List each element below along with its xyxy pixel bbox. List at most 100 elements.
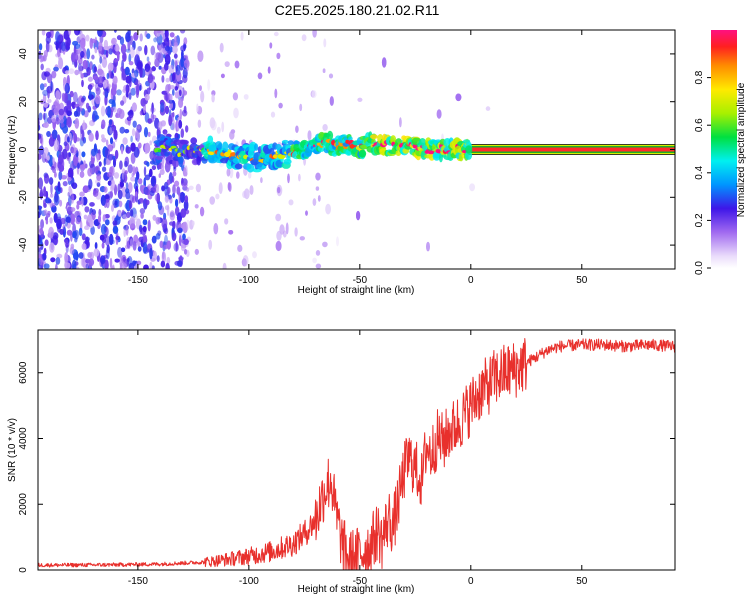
heatmap-cell [287,173,290,184]
heatmap-cell [79,137,85,147]
heatmap-cell [39,189,43,200]
heatmap-cell [119,181,124,188]
heatmap-cell [269,42,273,49]
heatmap-cell [305,210,308,216]
heatmap-cell [130,152,136,164]
heatmap-cell [196,155,201,166]
heatmap-cell [275,213,282,222]
heatmap-cell [67,177,72,182]
heatmap-cell [97,30,103,37]
heatmap-cell [130,142,136,152]
heatmap-cell [58,108,65,116]
heatmap-cell [151,235,157,244]
heatmap-cell [88,178,93,190]
heatmap-cell [172,171,177,177]
heatmap-cell [63,141,68,147]
heatmap-cell [242,190,247,199]
heatmap-cell [45,40,50,53]
heatmap-cell [295,125,299,133]
heatmap-cell [105,87,109,92]
heatmap-cell [80,125,83,134]
heatmap-cell [174,86,178,91]
heatmap-cell [122,52,127,62]
heatmap-cell [142,219,148,226]
heatmap-cell [120,100,125,106]
heatmap-cell [180,191,185,203]
heatmap-cell [307,130,312,141]
heatmap-cell [132,120,137,128]
heatmap-cell [109,127,113,135]
heatmap-cell [328,73,334,79]
y-tick-label: 2000 [18,493,29,516]
heatmap-cell [184,249,188,255]
heatmap-cell [128,92,132,100]
ridge-band-core [459,147,675,152]
heatmap-cell [125,188,130,194]
heatmap-cell [82,72,89,78]
heatmap-cell [139,110,143,116]
heatmap-cell [117,246,123,258]
heatmap-cell [50,183,53,195]
heatmap-cell [183,199,189,211]
heatmap-cell [71,102,76,110]
heatmap-cell [132,165,136,176]
heatmap-cell [142,226,147,233]
heatmap-cell [196,103,199,113]
heatmap-cell [144,93,150,101]
y-tick-label: 4000 [18,427,29,450]
heatmap-cell [72,52,79,63]
heatmap-cell [43,112,46,120]
heatmap-cell [86,66,91,76]
x-tick-label: 50 [576,275,588,286]
heatmap-cell [38,153,42,160]
heatmap-cell [178,89,182,97]
heatmap-cell [78,227,83,237]
heatmap-cell [164,181,169,190]
heatmap-cell [145,199,150,206]
heatmap-cell [151,165,157,171]
heatmap-cell [89,202,95,207]
heatmap-cell [71,259,77,269]
heatmap-cell [56,253,63,259]
heatmap-cell [43,50,48,58]
heatmap-cell [172,45,178,54]
heatmap-cell [154,30,158,36]
heatmap-cell [94,36,98,47]
heatmap-cell [155,155,164,160]
heatmap-cell [83,160,86,165]
heatmap-cell [208,239,213,250]
heatmap-cell [216,126,221,134]
heatmap-cell [122,95,127,104]
heatmap-cell [81,79,84,88]
heatmap-cell [113,184,118,196]
heatmap-cell [39,228,43,234]
heatmap-cell [357,97,363,102]
y-tick-label: 20 [18,96,29,108]
snr-x-ticks: -150 -100 -50 0 50 [128,330,588,587]
heatmap-cell [72,40,79,46]
heatmap-cell [224,61,230,67]
heatmap-cell [160,120,166,127]
heatmap-cell [131,102,137,112]
heatmap-cell [276,230,282,241]
heatmap-cell [138,142,142,149]
snr-panel: -150 -100 -50 0 50 0 2000 4000 6000 Height of s… [7,329,676,595]
heatmap-cell [88,89,92,101]
y-tick-label: 6000 [18,361,29,384]
heatmap-cell [55,90,61,100]
heatmap-cell [169,210,176,221]
heatmap-cell [54,171,57,178]
heatmap-cell [134,69,139,78]
heatmap-cell [58,170,63,181]
heatmap-cell [114,58,118,63]
heatmap-cell [121,254,127,264]
heatmap-cell [183,37,188,45]
heatmap-cell [229,130,235,140]
heatmap-cell [165,77,170,83]
snr-series-line [38,338,675,570]
heatmap-cell [57,181,61,192]
heatmap-cell [111,204,114,212]
heatmap-cell [160,260,166,268]
spectrogram-noise [38,30,491,269]
